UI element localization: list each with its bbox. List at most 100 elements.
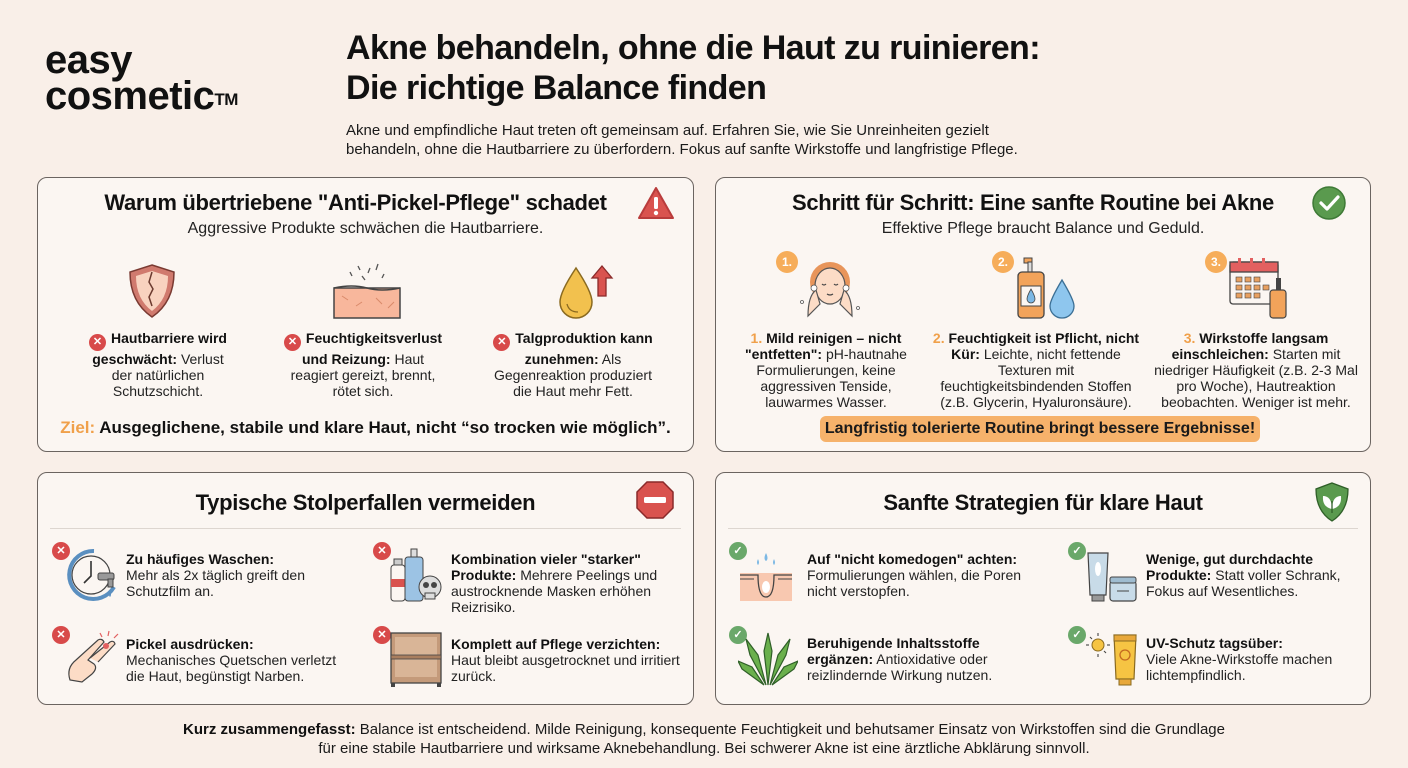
pitfall-item: Komplett auf Pflege verzichten: Haut blei… <box>451 636 681 684</box>
why-item-text: Haut reagiert gereizt, brennt, rötet sic… <box>290 351 436 399</box>
strategy-title: Auf "nicht komedogen" achten: <box>807 551 1018 567</box>
why-title: Warum übertriebene "Anti-Pickel-Pflege" … <box>104 190 607 215</box>
summary-text: Kurz zusammengefasst: Balance ist entsch… <box>0 720 1408 758</box>
strategy-text: Statt voller Schrank, Fokus auf Wesentli… <box>1146 567 1341 599</box>
intro-text: Akne und empfindliche Haut treten oft ge… <box>346 121 1106 159</box>
step-title: Wirkstoffe langsam einschleichen: <box>1171 330 1329 362</box>
why-item: ✕ Hautbarriere wird geschwächt: Verlust d… <box>58 330 258 399</box>
brand-line2: cosmetic <box>45 74 215 118</box>
strategy-item: UV-Schutz tagsüber: Viele Akne-Wirkstoffe… <box>1146 635 1366 683</box>
why-item-title: Hautbarriere wird geschwächt: <box>92 330 227 367</box>
title-line1: Akne behandeln, ohne die Haut zu ruinier… <box>346 29 1041 67</box>
step-number-badge: 1. <box>776 251 798 273</box>
check-circle-icon: ✓ <box>1068 626 1086 644</box>
pitfall-text: Mechanisches Quetschen verletzt die Haut… <box>126 652 337 684</box>
step-number: 3. <box>1183 330 1196 346</box>
x-circle-icon: ✕ <box>52 542 70 560</box>
pitfall-title: Komplett auf Pflege verzichten: <box>451 636 661 652</box>
strategy-title: Wenige, gut durchdachte Produkte: <box>1146 551 1313 583</box>
step-number-badge: 3. <box>1205 251 1227 273</box>
intro-line1: Akne und empfindliche Haut treten oft ge… <box>346 122 989 139</box>
summary-line2: für eine stabile Hautbarriere und wirksa… <box>318 740 1090 757</box>
routine-steps: 1. Mild reinigen – nicht "entfetten": pH… <box>726 330 1366 410</box>
routine-card: Schritt für Schritt: Eine sanfte Routine… <box>715 177 1371 452</box>
summary-label: Kurz zusammengefasst: <box>183 721 356 738</box>
x-circle-icon: ✕ <box>493 334 511 351</box>
check-circle-icon: ✓ <box>1068 542 1086 560</box>
routine-step: 3. Wirkstoffe langsam einschleichen: Sta… <box>1146 330 1366 410</box>
strategy-text: Formulierungen wählen, die Poren nicht v… <box>807 567 1022 599</box>
why-card: Warum übertriebene "Anti-Pickel-Pflege" … <box>37 177 694 452</box>
pitfalls-title: Typische Stolperfallen vermeiden <box>195 490 536 515</box>
step-number: 2. <box>932 330 945 346</box>
strategy-item: Auf "nicht komedogen" achten: Formulierun… <box>807 551 1037 599</box>
why-subtitle: Aggressive Produkte schwächen die Hautba… <box>187 220 544 237</box>
summary-line1: Balance ist entscheidend. Milde Reinigun… <box>359 721 1225 738</box>
why-items: ✕ Hautbarriere wird geschwächt: Verlust d… <box>58 330 678 399</box>
routine-step: 2. Feuchtigkeit ist Pflicht, nicht Kür: … <box>926 330 1146 410</box>
leaf-shield-icon <box>1315 482 1349 522</box>
strategies-card: Sanfte Strategien für klare Haut ✓ Auf "… <box>715 472 1371 705</box>
x-circle-icon: ✕ <box>373 542 391 560</box>
why-item: ✕ Talgproduktion kann zunehmen: Als Gegen… <box>468 330 678 399</box>
warning-triangle-icon <box>638 187 674 219</box>
clock-faucet-icon <box>67 548 116 601</box>
stop-sign-icon <box>636 481 674 519</box>
oil-drop-up-icon <box>559 264 614 319</box>
pitfall-text: Haut bleibt ausgetrocknet und irritiert … <box>451 652 680 684</box>
aloe-icon <box>738 632 798 686</box>
pitfall-title: Kombination vieler "starker" Produkte: <box>451 551 641 583</box>
dry-skin-icon <box>333 263 401 319</box>
x-circle-icon: ✕ <box>52 626 70 644</box>
strategy-text: Viele Akne-Wirkstoffe machen lichtempfin… <box>1146 651 1333 683</box>
why-item: ✕ Feuchtigkeitsverlust und Reizung: Haut … <box>258 330 468 399</box>
strategy-item: Beruhigende Inhaltsstoffe ergänzen: Anti… <box>807 635 1037 683</box>
strategy-item: Wenige, gut durchdachte Produkte: Statt … <box>1146 551 1366 599</box>
pitfall-item: Zu häufiges Waschen: Mehr als 2x täglich … <box>126 551 346 599</box>
goal-text: Ausgeglichene, stabile und klare Haut, n… <box>99 418 671 437</box>
pitfall-text: Mehrere Peelings und austrocknende Maske… <box>451 567 658 615</box>
routine-title: Schritt für Schritt: Eine sanfte Routine… <box>792 190 1274 215</box>
pitfall-title: Zu häufiges Waschen: <box>126 551 275 567</box>
pitfall-item: Pickel ausdrücken: Mechanisches Quetschen… <box>126 636 356 684</box>
strategy-title: Beruhigende Inhaltsstoffe ergänzen: <box>807 635 980 667</box>
tube-jar-icon <box>1087 552 1137 602</box>
routine-step: 1. Mild reinigen – nicht "entfetten": pH… <box>726 330 926 410</box>
strategy-title: UV-Schutz tagsüber: <box>1146 635 1283 651</box>
why-item-text: Als Gegenreaktion produziert die Haut me… <box>494 351 652 399</box>
sun-sunscreen-icon <box>1086 633 1137 686</box>
step-number: 1. <box>750 330 763 346</box>
step-title: Feuchtigkeit ist Pflicht, nicht Kür: <box>948 330 1140 362</box>
page-title: Akne behandeln, ohne die Haut zu ruinier… <box>346 28 1041 108</box>
bottles-skull-icon <box>390 548 442 602</box>
empty-shelf-icon <box>390 632 442 687</box>
check-circle-icon: ✓ <box>729 542 747 560</box>
goal-statement: Ziel: Ausgeglichene, stabile und klare H… <box>38 418 693 438</box>
routine-banner: Langfristig tolerierte Routine bringt be… <box>820 416 1260 442</box>
goal-label: Ziel: <box>60 418 96 437</box>
brand-logo: easy cosmeticTM <box>45 40 238 116</box>
pore-icon <box>740 553 792 601</box>
step-text: Starten mit niedriger Häufigkeit (z.B. 2… <box>1154 346 1358 410</box>
pitfall-text: Mehr als 2x täglich greift den Schutzfil… <box>126 567 305 599</box>
step-text: Leichte, nicht fettende Texturen mit feu… <box>940 346 1132 410</box>
squeezing-fingers-icon <box>68 630 119 683</box>
title-line2: Die richtige Balance finden <box>346 69 767 107</box>
pump-bottle-drop-icon <box>1017 257 1075 319</box>
x-circle-icon: ✕ <box>89 334 107 351</box>
trademark: TM <box>214 90 238 109</box>
check-circle-icon <box>1312 186 1346 220</box>
cracked-shield-icon <box>129 264 175 318</box>
x-circle-icon: ✕ <box>373 626 391 644</box>
x-circle-icon: ✕ <box>283 334 301 351</box>
step-text: pH-hautnahe Formulierungen, keine aggres… <box>756 346 907 410</box>
divider <box>50 528 681 529</box>
intro-line2: behandeln, ohne die Hautbarriere zu über… <box>346 141 1018 158</box>
pitfalls-card: Typische Stolperfallen vermeiden ✕ Zu hä… <box>37 472 694 705</box>
strategies-title: Sanfte Strategien für klare Haut <box>883 490 1203 515</box>
face-washing-icon <box>800 262 860 318</box>
divider <box>728 528 1358 529</box>
why-item-text: Verlust der natürlichen Schutzschicht. <box>111 351 224 399</box>
calendar-dropper-icon <box>1229 258 1287 319</box>
pitfall-title: Pickel ausdrücken: <box>126 636 254 652</box>
